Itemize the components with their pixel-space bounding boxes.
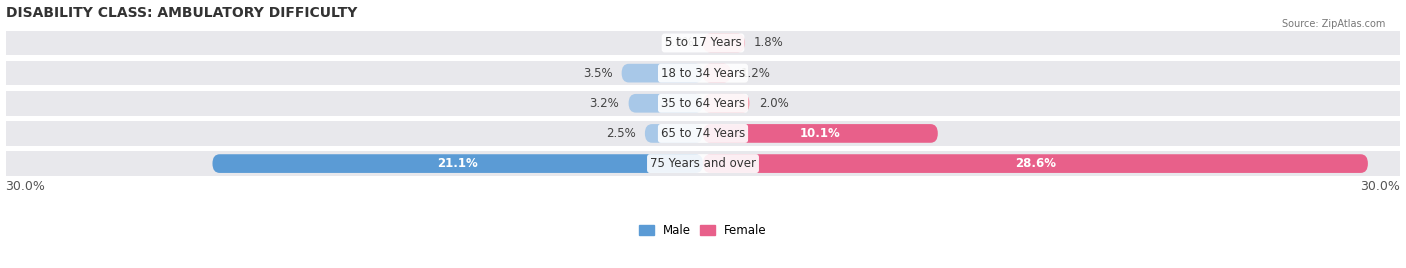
Text: 65 to 74 Years: 65 to 74 Years	[661, 127, 745, 140]
FancyBboxPatch shape	[703, 64, 731, 83]
Bar	[6, 151, 1400, 176]
Text: DISABILITY CLASS: AMBULATORY DIFFICULTY: DISABILITY CLASS: AMBULATORY DIFFICULTY	[6, 6, 357, 20]
Text: 5 to 17 Years: 5 to 17 Years	[665, 36, 741, 50]
FancyBboxPatch shape	[703, 34, 745, 52]
FancyBboxPatch shape	[621, 64, 703, 83]
Bar	[6, 31, 1400, 55]
FancyBboxPatch shape	[212, 154, 703, 173]
Text: 3.5%: 3.5%	[582, 67, 613, 80]
Text: 1.2%: 1.2%	[740, 67, 770, 80]
FancyBboxPatch shape	[703, 94, 749, 113]
Text: 3.2%: 3.2%	[589, 97, 619, 110]
FancyBboxPatch shape	[628, 94, 703, 113]
Text: 18 to 34 Years: 18 to 34 Years	[661, 67, 745, 80]
Legend: Male, Female: Male, Female	[634, 219, 772, 242]
Text: 10.1%: 10.1%	[800, 127, 841, 140]
FancyBboxPatch shape	[703, 154, 1368, 173]
Text: 30.0%: 30.0%	[1361, 180, 1400, 193]
Text: 28.6%: 28.6%	[1015, 157, 1056, 170]
Text: 35 to 64 Years: 35 to 64 Years	[661, 97, 745, 110]
FancyBboxPatch shape	[645, 124, 703, 143]
Text: Source: ZipAtlas.com: Source: ZipAtlas.com	[1281, 19, 1385, 29]
Text: 2.5%: 2.5%	[606, 127, 636, 140]
Bar	[6, 91, 1400, 116]
Bar	[6, 121, 1400, 146]
Text: 1.8%: 1.8%	[754, 36, 785, 50]
Text: 2.0%: 2.0%	[759, 97, 789, 110]
Text: 0.0%: 0.0%	[664, 36, 693, 50]
FancyBboxPatch shape	[703, 124, 938, 143]
Bar	[6, 61, 1400, 85]
Text: 30.0%: 30.0%	[6, 180, 45, 193]
Text: 75 Years and over: 75 Years and over	[650, 157, 756, 170]
Text: 21.1%: 21.1%	[437, 157, 478, 170]
